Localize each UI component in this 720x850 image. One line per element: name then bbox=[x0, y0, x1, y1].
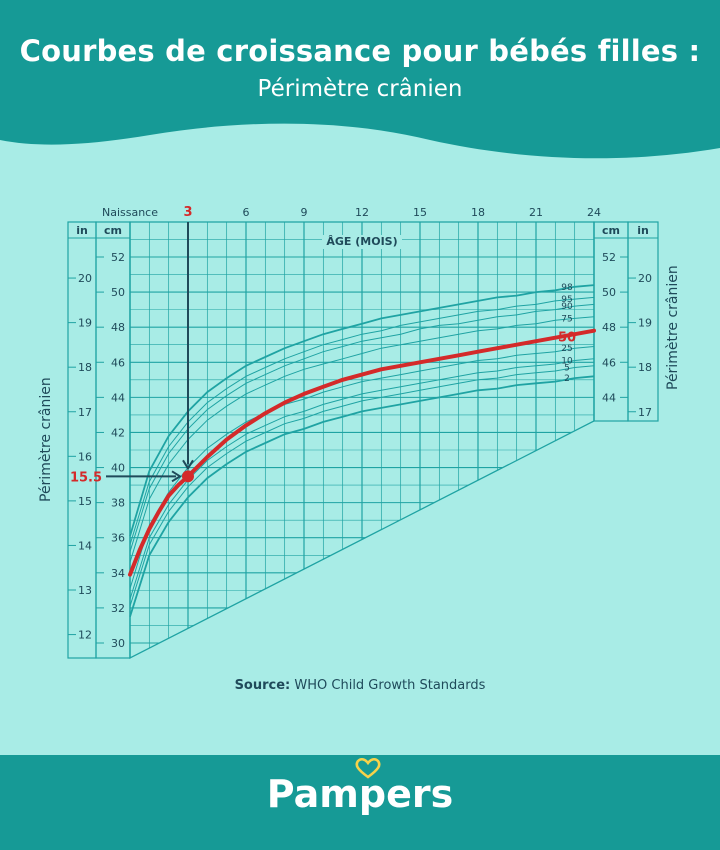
x-tick-label: 6 bbox=[243, 206, 250, 219]
y-tick-label-cm: 34 bbox=[111, 567, 125, 580]
y-tick-label-cm: 48 bbox=[111, 321, 125, 334]
percentile-curve-95 bbox=[129, 296, 595, 545]
percentile-curve-25 bbox=[129, 346, 595, 589]
growth-chart: in cm cm in52504846444240383634323020191817… bbox=[67, 205, 659, 663]
percentile-label-5: 5 bbox=[564, 364, 570, 374]
unit-label-cm-right: cm bbox=[602, 224, 620, 237]
y-tick-label-in: 17 bbox=[78, 406, 92, 419]
y-axis-in-column-right bbox=[627, 221, 659, 422]
highlight-label-50: 50 bbox=[558, 331, 576, 346]
y-tick-label-in: 14 bbox=[78, 539, 92, 552]
y-tick-label-cm-right: 46 bbox=[602, 356, 616, 369]
percentile-curve-2 bbox=[129, 375, 595, 617]
header-band bbox=[0, 0, 720, 159]
y-tick-label-in: 13 bbox=[78, 584, 92, 597]
y-tick-label-cm-right: 52 bbox=[602, 251, 616, 264]
percentile-curve-5 bbox=[129, 365, 595, 607]
unit-label-in-left: in bbox=[76, 224, 88, 237]
y-tick-label-cm: 36 bbox=[111, 532, 125, 545]
y-tick-label-in: 19 bbox=[78, 317, 92, 330]
percentile-label-75: 75 bbox=[561, 314, 572, 324]
x-tick-label: Naissance bbox=[102, 206, 158, 219]
y-tick-label-cm: 52 bbox=[111, 251, 125, 264]
y-tick-label-in: 18 bbox=[78, 361, 92, 374]
percentile-curve-98 bbox=[129, 284, 595, 537]
y-tick-label-cm-right: 50 bbox=[602, 286, 616, 299]
percentile-label-90: 90 bbox=[561, 302, 573, 312]
source-caption: Source: WHO Child Growth Standards bbox=[0, 678, 720, 693]
source-label: Source: bbox=[234, 678, 291, 693]
x-tick-label: 15 bbox=[413, 206, 427, 219]
percentile-label-10: 10 bbox=[561, 357, 573, 367]
unit-label-cm-left: cm bbox=[104, 224, 122, 237]
percentile-curves bbox=[106, 222, 596, 617]
x-axis-label: ÂGE (MOIS) bbox=[326, 235, 397, 248]
y-tick-label-in: 16 bbox=[78, 450, 92, 463]
y-tick-label-cm-right: 44 bbox=[602, 391, 616, 404]
annotation-arrowhead-right bbox=[171, 470, 182, 483]
x-tick-label: 3 bbox=[183, 205, 192, 220]
x-tick-label: 18 bbox=[471, 206, 485, 219]
percentile-label-2: 2 bbox=[564, 374, 570, 384]
y-tick-label-in-right: 19 bbox=[638, 317, 652, 330]
grid-mask bbox=[130, 421, 594, 663]
y-axis-label-right: Périmètre crânien bbox=[665, 265, 681, 390]
percentile-curve-10 bbox=[129, 358, 595, 600]
source-text: WHO Child Growth Standards bbox=[294, 678, 486, 693]
x-tick-label: 9 bbox=[301, 206, 308, 219]
y-tick-label-cm: 38 bbox=[111, 497, 125, 510]
y-axis-label-left: Périmètre crânien bbox=[38, 377, 54, 502]
x-tick-label: 24 bbox=[587, 206, 601, 219]
y-tick-label-cm-right: 48 bbox=[602, 321, 616, 334]
highlight-curve-50 bbox=[128, 328, 596, 577]
annotation-y-label: 15.5 bbox=[70, 470, 102, 485]
percentile-label-25: 25 bbox=[561, 344, 572, 354]
percentile-curve-75 bbox=[129, 316, 595, 563]
unit-label-in-right: in bbox=[637, 224, 649, 237]
y-tick-label-in-right: 18 bbox=[638, 361, 652, 374]
percentile-curve-90 bbox=[129, 303, 595, 552]
percentile-label-95: 95 bbox=[561, 295, 572, 305]
x-tick-label: 12 bbox=[355, 206, 369, 219]
y-tick-label-cm: 46 bbox=[111, 356, 125, 369]
x-label-bg bbox=[322, 235, 402, 249]
y-tick-label-cm: 32 bbox=[111, 602, 125, 615]
y-tick-label-in: 20 bbox=[78, 272, 92, 285]
annotation-arrowhead-down bbox=[182, 459, 194, 471]
pampers-logo: Pampers bbox=[266, 772, 454, 816]
y-axis-cm-column-left bbox=[95, 221, 131, 659]
y-tick-label-in-right: 17 bbox=[638, 406, 652, 419]
y-tick-label-in: 15 bbox=[78, 495, 92, 508]
heart-logo-icon bbox=[355, 757, 381, 779]
y-tick-label-in-right: 20 bbox=[638, 272, 652, 285]
y-tick-label-cm: 40 bbox=[111, 462, 125, 475]
chart-labels: in cm cm in52504846444240383634323020191817… bbox=[70, 205, 652, 650]
page-title: Courbes de croissance pour bébés filles … bbox=[19, 34, 701, 68]
x-tick-label: 21 bbox=[529, 206, 543, 219]
annotation-point bbox=[182, 470, 194, 483]
percentile-label-98: 98 bbox=[561, 283, 573, 293]
page-subtitle: Périmètre crânien bbox=[257, 76, 463, 102]
y-tick-label-cm: 44 bbox=[111, 391, 125, 404]
y-tick-label-cm: 30 bbox=[111, 637, 125, 650]
y-tick-label-in: 12 bbox=[78, 629, 92, 642]
y-tick-label-cm: 42 bbox=[111, 426, 125, 439]
y-tick-label-cm: 50 bbox=[111, 286, 125, 299]
